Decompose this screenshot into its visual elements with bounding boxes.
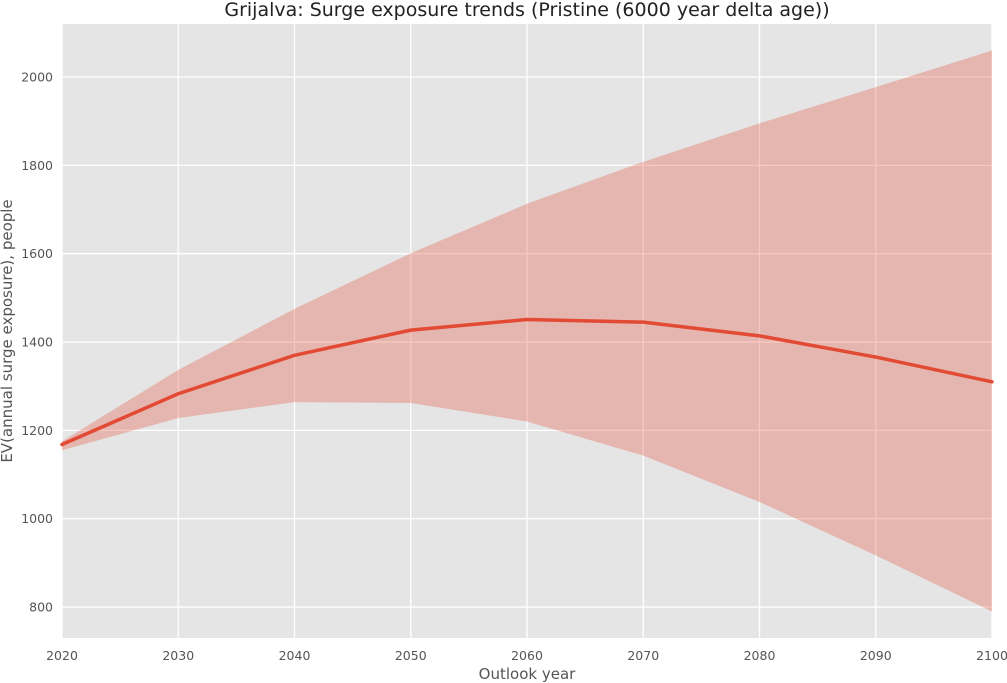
y-tick-label: 800: [29, 600, 53, 615]
x-tick-label: 2090: [860, 648, 892, 663]
y-tick-label: 1600: [21, 246, 53, 261]
x-tick-label: 2040: [279, 648, 311, 663]
x-tick-label: 2060: [511, 648, 543, 663]
y-tick-label: 1800: [21, 158, 53, 173]
x-tick-label: 2030: [162, 648, 194, 663]
chart-title: Grijalva: Surge exposure trends (Pristin…: [224, 0, 829, 21]
y-tick-labels: 800 1000 1200 1400 1600 1800 2000: [21, 70, 53, 615]
x-axis-label: Outlook year: [479, 665, 576, 683]
x-tick-label: 2070: [627, 648, 659, 663]
x-tick-label: 2050: [395, 648, 427, 663]
y-tick-label: 1400: [21, 335, 53, 350]
y-tick-label: 2000: [21, 70, 53, 85]
uncertainty-band: [62, 50, 992, 612]
x-tick-label: 2020: [46, 648, 78, 663]
x-tick-labels: 2020 2030 2040 2050 2060 2070 2080 2090 2100: [46, 648, 1007, 663]
x-tick-label: 2100: [976, 648, 1007, 663]
x-tick-label: 2080: [744, 648, 776, 663]
series-line: [60, 317, 994, 447]
y-tick-label: 1000: [21, 511, 53, 526]
y-tick-label: 1200: [21, 423, 53, 438]
y-axis-label: EV(annual surge exposure), people: [0, 199, 16, 462]
gridlines: [61, 24, 993, 638]
